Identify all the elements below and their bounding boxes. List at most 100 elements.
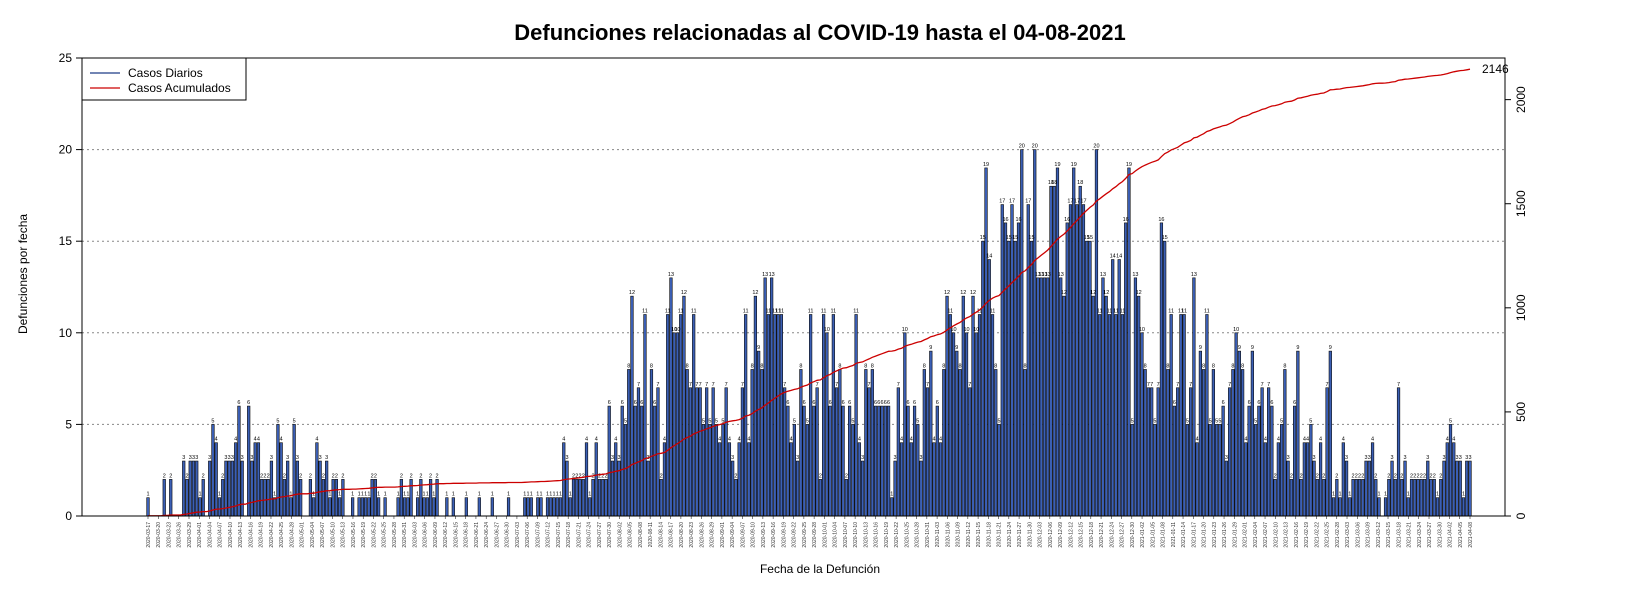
daily-bar [1218, 424, 1222, 517]
daily-bar [201, 479, 205, 517]
bar-value-label: 1 [423, 492, 426, 498]
bar-value-label: 3 [296, 455, 299, 461]
daily-bar [1426, 460, 1430, 517]
daily-bar [1250, 350, 1254, 517]
bar-value-label: 2 [1416, 473, 1419, 479]
x-tick-label: 2021-02-28 [1335, 522, 1341, 548]
daily-bar [1023, 369, 1027, 517]
bar-value-label: 11 [808, 308, 814, 314]
bar-value-label: 3 [1442, 455, 1445, 461]
x-tick-label: 2021-02-07 [1263, 522, 1269, 548]
daily-bar [377, 497, 381, 517]
x-tick-label: 2020-04-13 [238, 522, 244, 548]
bar-value-label: 13 [1132, 272, 1138, 278]
daily-bar [698, 387, 702, 517]
bar-value-label: 8 [1144, 363, 1147, 369]
x-tick-label: 2021-02-01 [1243, 522, 1249, 548]
bar-value-label: 15 [980, 235, 986, 241]
y-tick-label: 0 [65, 509, 72, 523]
bar-value-label: 16 [1123, 217, 1129, 223]
daily-bar [958, 369, 962, 517]
bar-value-label: 1 [1348, 492, 1351, 498]
x-tick-label: 2020-11-06 [945, 522, 951, 547]
daily-bar [1422, 479, 1427, 517]
bar-value-label: 9 [1296, 345, 1299, 351]
bar-value-label: 12 [681, 290, 687, 296]
bar-value-label: 3 [1404, 455, 1407, 461]
daily-bar [269, 460, 274, 517]
bar-value-label: 2 [1413, 473, 1416, 479]
x-tick-label: 2020-06-30 [505, 522, 511, 548]
bar-value-label: 8 [627, 363, 630, 369]
bar-value-label: 9 [1238, 345, 1241, 351]
bar-value-label: 8 [1231, 363, 1234, 369]
bar-value-label: 13 [1045, 272, 1051, 278]
x-tick-label: 2020-11-12 [966, 522, 972, 547]
x-tick-label: 2020-06-24 [484, 522, 490, 548]
daily-bar [578, 479, 582, 517]
bar-value-label: 1 [890, 492, 893, 498]
bar-value-label: 6 [884, 400, 887, 406]
bar-value-label: 17 [1009, 199, 1015, 205]
daily-bar [1111, 259, 1115, 517]
daily-bar [614, 442, 618, 517]
bar-value-label: 5 [1309, 418, 1312, 424]
bar-value-label: 4 [215, 437, 218, 443]
bar-value-label: 1 [432, 492, 435, 498]
daily-bar [1153, 424, 1157, 517]
x-tick-label: 2020-11-27 [1017, 522, 1023, 547]
daily-bar [1461, 497, 1466, 517]
bar-value-label: 5 [211, 418, 214, 424]
bar-value-label: 1 [273, 492, 276, 498]
bar-value-label: 7 [695, 382, 698, 388]
daily-bar [1377, 497, 1381, 517]
daily-bar [1445, 442, 1449, 517]
bar-value-label: 12 [752, 290, 758, 296]
bar-value-label: 6 [653, 400, 656, 406]
bar-value-label: 6 [1293, 400, 1296, 406]
bar-value-label: 6 [913, 400, 916, 406]
daily-bar [1026, 204, 1030, 517]
bar-value-label: 7 [1267, 382, 1270, 388]
daily-bar [646, 460, 650, 517]
bar-value-label: 3 [796, 455, 799, 461]
bar-value-label: 1 [406, 492, 409, 498]
bar-value-label: 18 [1077, 180, 1083, 186]
daily-bar [292, 424, 296, 517]
bar-value-label: 11 [1120, 308, 1126, 314]
daily-bar [987, 259, 991, 517]
x-tick-label: 2020-03-26 [177, 522, 183, 548]
daily-bar [844, 479, 848, 517]
bar-value-label: 12 [629, 290, 635, 296]
bar-value-label: 11 [766, 308, 772, 314]
daily-bar [838, 369, 842, 517]
daily-bar [1270, 405, 1274, 517]
bar-value-label: 2 [163, 473, 166, 479]
bar-value-label: 4 [280, 437, 283, 443]
x-tick-label: 2021-01-14 [1181, 522, 1187, 548]
bar-value-label: 11 [678, 308, 684, 314]
daily-bar [766, 314, 770, 517]
daily-bar [1000, 204, 1004, 517]
daily-bar [364, 497, 368, 517]
bar-value-label: 3 [617, 455, 620, 461]
x-tick-label: 2020-05-31 [402, 522, 408, 548]
daily-bar [1302, 442, 1306, 517]
bar-value-label: 8 [1023, 363, 1026, 369]
bar-value-label: 8 [799, 363, 802, 369]
bar-value-label: 2 [263, 473, 266, 479]
bar-value-label: 2 [1410, 473, 1413, 479]
x-tick-label: 2020-06-09 [433, 522, 439, 548]
daily-bar [679, 314, 683, 517]
daily-bar [1224, 460, 1228, 517]
x-tick-label: 2020-10-16 [874, 522, 880, 548]
bar-value-label: 6 [786, 400, 789, 406]
bar-value-label: 12 [1090, 290, 1096, 296]
daily-bar [526, 497, 530, 517]
daily-bar [1331, 497, 1336, 517]
daily-bar [860, 460, 865, 517]
x-tick-label: 2021-01-05 [1150, 522, 1156, 548]
bar-value-label: 1 [1407, 492, 1410, 498]
daily-bar [711, 387, 715, 517]
bar-value-label: 10 [671, 327, 677, 333]
